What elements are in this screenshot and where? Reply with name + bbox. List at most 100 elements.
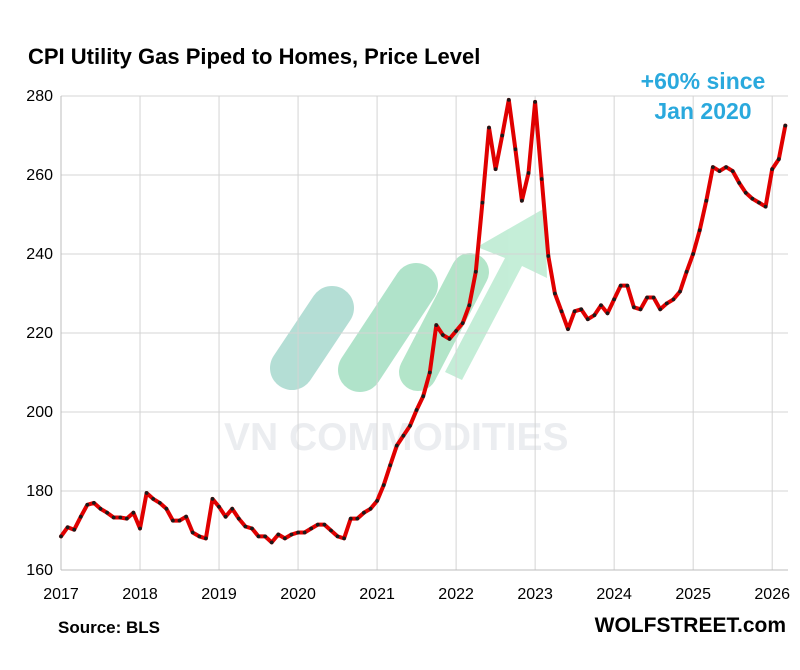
data-point: [513, 147, 518, 152]
data-point: [658, 307, 663, 312]
watermark: VN COMMODITIES: [224, 208, 569, 459]
data-point: [342, 536, 346, 541]
data-point: [539, 177, 544, 181]
data-point: [276, 532, 281, 537]
data-point: [473, 269, 478, 274]
data-point: [520, 198, 524, 203]
data-series: [59, 97, 788, 545]
x-tick-label-2020: 2020: [280, 586, 316, 603]
data-point: [375, 499, 379, 503]
data-point: [678, 289, 682, 294]
data-point: [388, 463, 393, 468]
data-point: [263, 534, 267, 539]
data-point: [329, 528, 333, 533]
watermark-bar-1: [270, 286, 354, 390]
data-point: [632, 305, 636, 310]
data-point: [546, 254, 551, 258]
x-tick-label-2018: 2018: [122, 586, 158, 603]
data-point: [625, 283, 630, 288]
data-point: [553, 291, 557, 296]
x-tick-label-2024: 2024: [596, 586, 632, 603]
data-point: [671, 297, 676, 302]
data-point: [256, 534, 261, 539]
y-tick-labels: 160 180 200 220 240 260 280: [26, 88, 53, 579]
data-point: [72, 527, 77, 532]
data-point: [618, 283, 623, 288]
data-point: [467, 303, 472, 308]
data-point: [408, 423, 412, 428]
data-point: [401, 433, 406, 438]
data-point: [612, 297, 616, 302]
data-point: [394, 443, 399, 448]
x-tick-labels: 2017 2018 2019 2020 2021 2022 2023 2024 2025 2026: [43, 586, 790, 603]
data-point: [770, 167, 775, 172]
data-point: [526, 171, 531, 175]
data-point: [85, 502, 90, 507]
data-point: [157, 501, 162, 505]
data-point: [250, 526, 254, 531]
data-point: [302, 530, 307, 535]
x-tick-label-2017: 2017: [43, 586, 79, 603]
data-point: [427, 370, 432, 375]
data-point: [664, 301, 669, 306]
data-point: [684, 269, 689, 274]
data-point: [335, 534, 340, 539]
data-point: [704, 198, 709, 203]
data-point: [506, 98, 511, 102]
data-point: [59, 534, 63, 539]
data-point: [124, 516, 129, 521]
y-tick-label-200: 200: [26, 404, 53, 421]
y-tick-label-240: 240: [26, 246, 53, 263]
source-label: Source: BLS: [58, 618, 161, 637]
watermark-bar-3: [399, 253, 489, 391]
data-point: [454, 329, 458, 333]
data-point: [230, 506, 235, 511]
data-point: [414, 408, 419, 412]
y-tick-label-280: 280: [26, 88, 53, 105]
data-point: [322, 522, 327, 527]
data-point: [296, 530, 300, 535]
data-point: [223, 514, 228, 519]
data-point: [283, 536, 287, 541]
data-point: [460, 321, 465, 325]
data-point: [421, 394, 426, 399]
data-point: [737, 181, 742, 185]
data-point: [348, 516, 353, 521]
data-point: [750, 196, 755, 201]
data-point: [599, 303, 603, 308]
data-point: [243, 524, 248, 529]
data-point: [487, 125, 491, 130]
annotation-line-2: Jan 2020: [654, 98, 752, 124]
data-point: [171, 518, 175, 523]
data-point: [368, 506, 373, 511]
change-annotation: +60% since Jan 2020: [608, 66, 798, 126]
data-point: [783, 123, 788, 128]
data-point: [197, 534, 202, 539]
data-point: [78, 514, 83, 519]
data-point: [65, 525, 70, 530]
data-point: [493, 167, 498, 172]
data-point: [592, 313, 597, 318]
y-tick-label-220: 220: [26, 325, 53, 342]
data-point: [309, 526, 314, 531]
data-point: [645, 295, 649, 300]
data-point: [717, 169, 722, 174]
data-point: [236, 516, 241, 521]
x-tick-label-2022: 2022: [438, 586, 474, 603]
data-point: [559, 309, 564, 314]
data-point: [730, 169, 735, 174]
data-point: [434, 323, 439, 327]
x-tick-label-2021: 2021: [359, 586, 395, 603]
data-point: [651, 295, 656, 300]
data-point: [144, 491, 149, 495]
grid: [60, 95, 788, 571]
watermark-bar-2: [338, 263, 438, 392]
data-point: [572, 309, 577, 314]
x-tick-label-2019: 2019: [201, 586, 237, 603]
data-point: [441, 333, 445, 337]
data-point: [533, 100, 537, 104]
x-tick-label-2026: 2026: [754, 586, 790, 603]
data-point: [111, 515, 116, 520]
data-point: [566, 327, 570, 331]
watermark-arrow: [445, 208, 547, 380]
